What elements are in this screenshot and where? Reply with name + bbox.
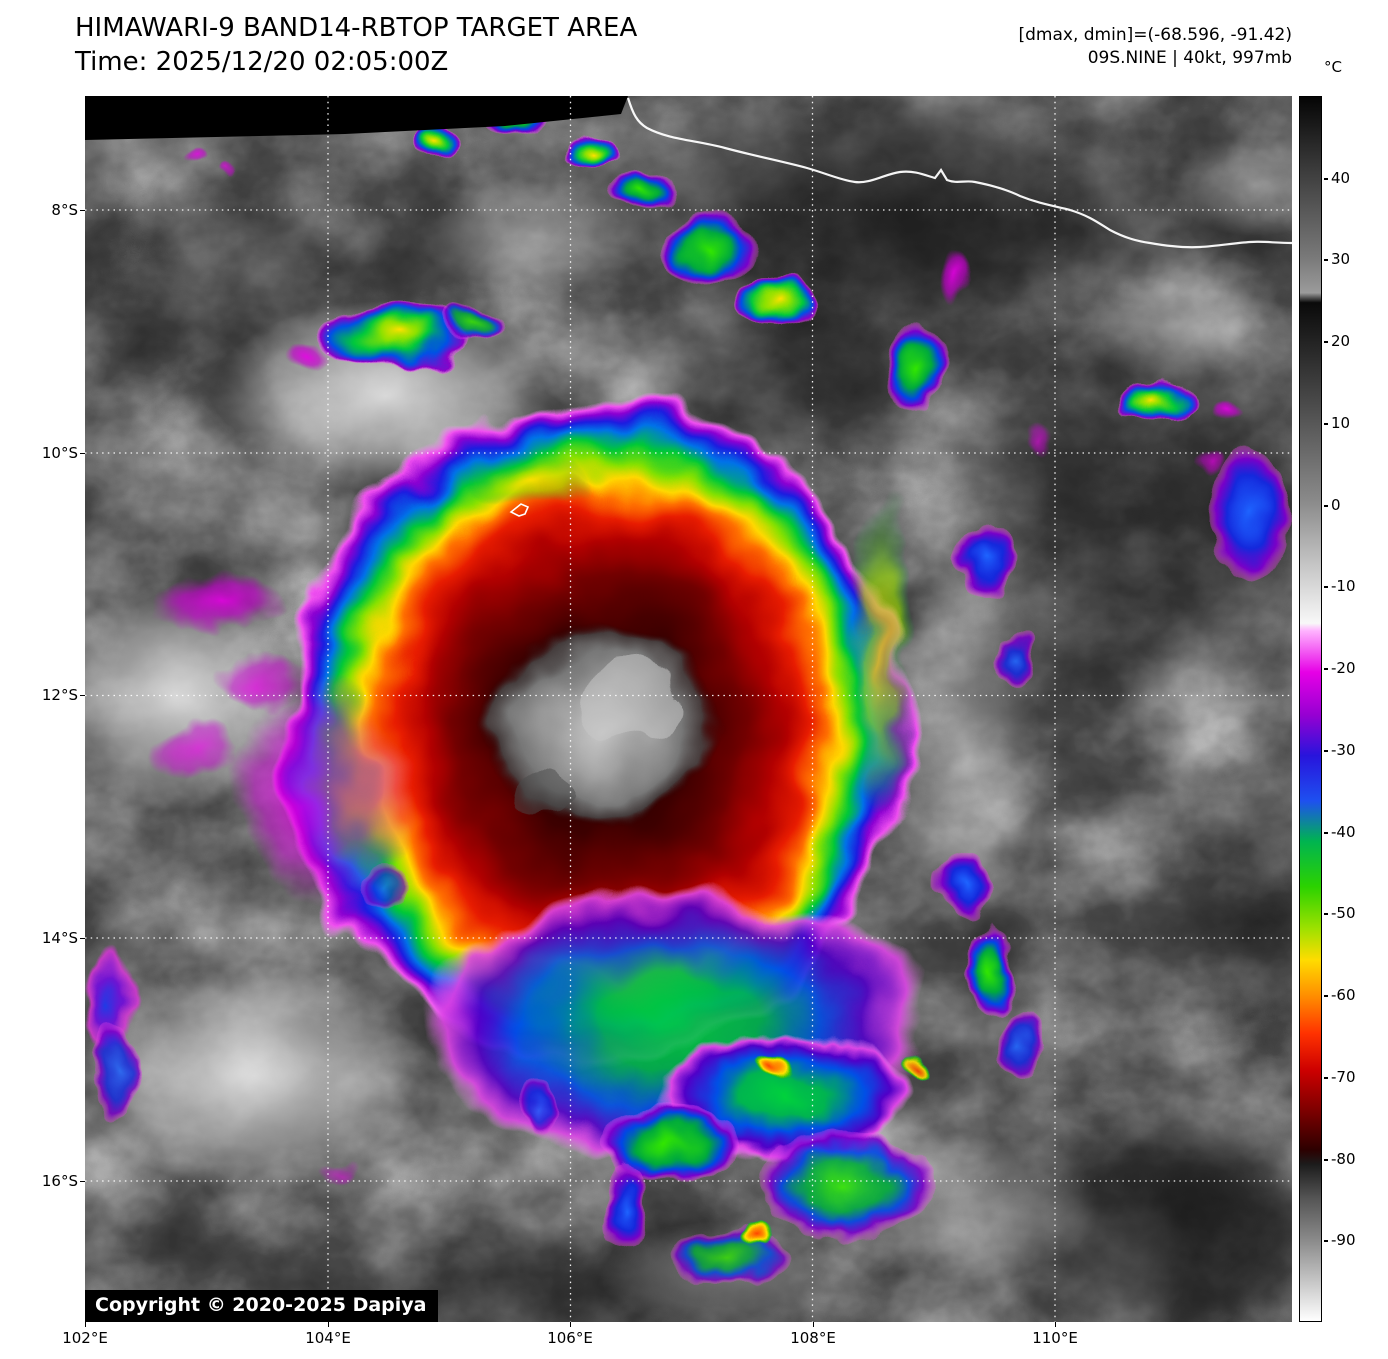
colorbar-tick-label: -30: [1331, 741, 1356, 759]
colorbar-tick-mark: [1324, 667, 1328, 670]
storm-info-label: 09S.NINE | 40kt, 997mb: [1087, 48, 1292, 68]
convective-cells-outer-band: [86, 421, 1054, 1286]
satellite-map: Copyright © 2020-2025 Dapiya: [85, 96, 1292, 1322]
satellite-image: [85, 96, 1292, 1322]
figure-title: HIMAWARI-9 BAND14-RBTOP TARGET AREA: [75, 13, 638, 43]
colorbar-tick-label: 10: [1331, 414, 1351, 432]
x-axis-tick: [813, 1322, 814, 1327]
x-axis-tick-label: 106°E: [547, 1329, 593, 1347]
colorbar-tick-label: -70: [1331, 1068, 1356, 1086]
colorbar-tick-label: 0: [1331, 496, 1341, 514]
colorbar-tick-label: 20: [1331, 332, 1351, 350]
x-axis-tick: [570, 1322, 571, 1327]
colorbar-tick-label: 40: [1331, 169, 1351, 187]
colorbar: [1299, 96, 1322, 1322]
colorbar-tick-label: -60: [1331, 986, 1356, 1004]
x-axis-tick-label: 102°E: [62, 1329, 108, 1347]
y-axis-tick-label: 8°S: [51, 201, 78, 219]
cyclone-eye: [482, 624, 718, 828]
time-label: Time: 2025/12/20 02:05:00Z: [75, 47, 449, 77]
colorbar-tick-label: -20: [1331, 659, 1356, 677]
y-axis-tick: [80, 453, 85, 454]
y-axis-tick: [80, 210, 85, 211]
colorbar-tick-mark: [1324, 1158, 1328, 1161]
island-contour: [509, 503, 530, 517]
colorbar-tick-label: 30: [1331, 250, 1351, 268]
colorbar-tick-mark: [1324, 504, 1328, 507]
dmax-dmin-readout: [dmax, dmin]=(-68.596, -91.42): [1018, 25, 1293, 45]
y-axis-tick: [80, 938, 85, 939]
colorbar-tick-label: -80: [1331, 1150, 1356, 1168]
colorbar-tick-mark: [1324, 912, 1328, 915]
x-axis-tick-label: 104°E: [305, 1329, 351, 1347]
scan-edge: [85, 96, 628, 140]
y-axis-tick-label: 12°S: [41, 686, 78, 704]
y-axis-tick-label: 10°S: [41, 444, 78, 462]
grid-lines: [85, 96, 1292, 1322]
x-axis-tick: [85, 1322, 86, 1327]
colorbar-tick-label: -50: [1331, 904, 1356, 922]
colorbar-tick-label: -10: [1331, 577, 1356, 595]
colorbar-tick-mark: [1324, 422, 1328, 425]
colorbar-tick-label: -40: [1331, 823, 1356, 841]
colorbar-gradient: [1300, 97, 1321, 1321]
colorbar-unit-label: °C: [1324, 58, 1342, 76]
x-axis-tick: [328, 1322, 329, 1327]
colorbar-tick-mark: [1324, 177, 1328, 180]
colorbar-tick-mark: [1324, 340, 1328, 343]
y-axis-tick: [80, 695, 85, 696]
copyright-badge: Copyright © 2020-2025 Dapiya: [85, 1290, 439, 1322]
colorbar-tick-mark: [1324, 749, 1328, 752]
colorbar-tick-mark: [1324, 831, 1328, 834]
y-axis-tick-label: 14°S: [41, 929, 78, 947]
colorbar-tick-mark: [1324, 585, 1328, 588]
y-axis-tick: [80, 1181, 85, 1182]
x-axis-tick-label: 110°E: [1032, 1329, 1078, 1347]
header-readouts: [dmax, dmin]=(-68.596, -91.42) 09S.NINE …: [1019, 24, 1293, 70]
x-axis-tick-label: 108°E: [790, 1329, 836, 1347]
colorbar-tick-label: -90: [1331, 1231, 1356, 1249]
colorbar-tick-mark: [1324, 994, 1328, 997]
colorbar-tick-mark: [1324, 258, 1328, 261]
coastline: [626, 97, 1292, 249]
colorbar-tick-mark: [1324, 1239, 1328, 1242]
colorbar-tick-mark: [1324, 1076, 1328, 1079]
y-axis-tick-label: 16°S: [41, 1172, 78, 1190]
x-axis-tick: [1055, 1322, 1056, 1327]
